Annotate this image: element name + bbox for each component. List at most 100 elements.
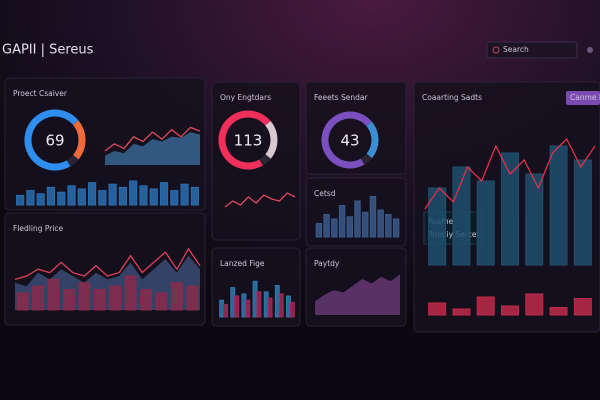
bar (267, 297, 273, 318)
bar (501, 152, 519, 266)
bar (428, 302, 447, 316)
bar (452, 308, 471, 316)
button[interactable] (566, 91, 600, 105)
bar (170, 282, 183, 311)
search-icon (492, 46, 500, 54)
area (15, 255, 200, 310)
area (105, 132, 200, 165)
bar (476, 296, 495, 316)
bar (354, 200, 361, 238)
bar (369, 196, 377, 238)
gauge-accent (218, 110, 278, 170)
bar (46, 186, 56, 206)
panel-title: Ony Engtdars (220, 93, 271, 102)
bar (36, 193, 45, 206)
panel (211, 81, 301, 241)
search-placeholder: Search (503, 45, 529, 54)
gauge-arc (321, 111, 379, 169)
bar (256, 291, 262, 318)
bar (525, 173, 544, 266)
bar (245, 299, 251, 318)
panel-title: Lanzed Fige (220, 259, 265, 268)
panel-title: Paytdy (314, 259, 340, 268)
bar (47, 278, 60, 311)
bar (16, 292, 29, 311)
gauge-value: 43 (340, 132, 359, 150)
bar (346, 216, 353, 238)
bar (289, 301, 295, 318)
bar (109, 285, 122, 311)
bar (278, 293, 284, 318)
bar (338, 205, 346, 238)
bar (331, 218, 338, 238)
bar (286, 295, 291, 318)
panel-title: Coaarting Sadts (422, 93, 482, 102)
bar (98, 190, 107, 206)
bar (501, 305, 519, 316)
bar (573, 159, 592, 266)
bar (67, 185, 76, 206)
gauge-arc (24, 109, 86, 171)
panel-title: Feeets Sendar (314, 93, 368, 102)
bar (525, 293, 544, 316)
bar (63, 289, 75, 311)
bar (385, 214, 392, 238)
bar (573, 298, 592, 316)
bar (16, 194, 25, 206)
line (424, 137, 596, 210)
bar (32, 285, 45, 311)
bar (241, 293, 247, 318)
content: Proect Csaiver Fledling Price Ony Engtdars… (4, 77, 600, 333)
area (315, 274, 400, 315)
panel-title: Cetsd (314, 189, 336, 198)
bar (274, 285, 280, 318)
bar (476, 180, 495, 266)
bar (252, 280, 258, 318)
gauge-arc (218, 110, 278, 170)
menu-icon[interactable] (587, 47, 593, 53)
bar (139, 185, 148, 206)
bar (129, 180, 138, 206)
bar (180, 183, 189, 206)
search-box[interactable] (486, 41, 578, 59)
bar (428, 187, 447, 266)
bar (77, 188, 86, 206)
bar (223, 303, 228, 318)
bar (323, 214, 330, 238)
gauge-accent (24, 109, 86, 171)
bar (170, 190, 179, 206)
bar (549, 307, 568, 316)
bar (159, 182, 169, 206)
bar (186, 285, 199, 311)
bar (108, 183, 117, 206)
bar (26, 190, 35, 206)
bar (140, 289, 152, 311)
bar (392, 218, 400, 238)
bar (149, 188, 158, 206)
bar (362, 211, 369, 238)
bar (549, 145, 568, 266)
app-title: GAPII | Sereus (2, 43, 94, 58)
bar (118, 186, 128, 206)
bar (234, 295, 240, 318)
line (104, 126, 201, 152)
bar (190, 186, 199, 206)
button-label: Canme M (570, 93, 600, 102)
bar (93, 289, 106, 311)
bar (219, 299, 225, 318)
gauge-value: 69 (45, 132, 64, 150)
bar (124, 275, 137, 311)
bar (155, 292, 168, 311)
gauge-accent (321, 111, 379, 169)
bar (57, 191, 66, 206)
line (224, 192, 296, 208)
bar (263, 291, 269, 318)
panel-title: Fledling Price (13, 224, 64, 233)
bar (230, 287, 236, 318)
bar (377, 209, 384, 238)
bar (315, 223, 323, 238)
gauge-value: 113 (234, 132, 263, 150)
bar (78, 282, 91, 311)
